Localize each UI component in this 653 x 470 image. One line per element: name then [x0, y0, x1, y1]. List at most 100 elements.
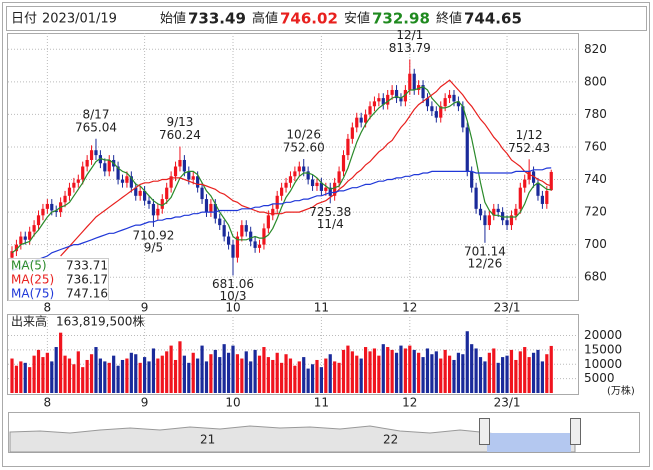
volume-bar: [23, 362, 27, 393]
volume-bar: [492, 348, 496, 393]
candle-body: [169, 176, 173, 188]
volume-bar: [103, 361, 107, 393]
volume-title: 出来高: [11, 314, 47, 329]
candle-body: [253, 241, 257, 248]
volume-bar: [456, 352, 461, 393]
candle-body: [134, 187, 138, 196]
price-panel: [7, 33, 579, 301]
volume-bar: [280, 362, 284, 393]
x-tick-label: 23/1: [494, 301, 521, 315]
volume-tick-label: 20000: [584, 328, 622, 342]
volume-bar: [501, 357, 505, 393]
x-tick-label: 9: [141, 301, 149, 315]
volume-bar: [447, 355, 452, 393]
candle-body: [94, 150, 98, 156]
navigator-handle[interactable]: [570, 418, 581, 445]
volume-bar: [346, 345, 350, 393]
candle-body: [116, 166, 120, 180]
candle-body: [231, 244, 235, 258]
x-tick-label: 11: [314, 301, 329, 315]
candle-body: [19, 236, 23, 245]
x-tick-label: 12: [402, 301, 417, 315]
candle-body: [209, 203, 213, 213]
volume-bar: [240, 358, 244, 393]
volume-bar: [288, 358, 293, 393]
volume-bar: [439, 358, 443, 393]
candle-body: [478, 208, 483, 216]
x-tick-label: 12: [402, 396, 417, 410]
y-tick-label: 740: [584, 172, 607, 186]
candle-body: [191, 176, 195, 180]
volume-bar: [253, 349, 257, 393]
volume-bar: [138, 362, 142, 393]
candle-body: [408, 73, 412, 90]
volume-bar: [134, 354, 138, 393]
volume-bar: [178, 341, 182, 393]
volume-bar: [434, 351, 438, 393]
volume-bar: [182, 355, 186, 393]
volume-bar: [399, 345, 403, 393]
volume-bar: [81, 367, 85, 393]
volume-bar: [337, 362, 341, 393]
volume-bar: [487, 352, 491, 393]
candle-body: [452, 94, 456, 102]
volume-bar: [213, 349, 217, 393]
candle-body: [257, 244, 262, 248]
volume-bar: [266, 357, 270, 393]
volume-bar: [514, 359, 518, 393]
candle-body: [103, 163, 107, 172]
candle-body: [337, 171, 341, 183]
volume-bar: [116, 365, 120, 393]
volume-bar: [50, 361, 54, 393]
volume-bar: [364, 347, 368, 393]
candle-body: [545, 190, 549, 204]
candle-body: [76, 179, 80, 183]
volume-bar: [540, 361, 544, 393]
volume-bar: [112, 355, 116, 393]
candle-body: [430, 106, 434, 112]
candle-body: [470, 171, 474, 188]
volume-bar: [496, 362, 500, 393]
volume-bar: [271, 359, 275, 393]
volume-bar: [257, 355, 262, 393]
volume-bar: [275, 352, 279, 393]
candle-body: [456, 101, 461, 107]
volume-bar: [527, 357, 531, 393]
volume-bar: [350, 351, 354, 393]
navigator-handle[interactable]: [479, 418, 490, 445]
candle-body: [364, 114, 368, 123]
candle-body: [297, 166, 301, 172]
volume-bar: [536, 349, 540, 393]
navigator-selection: [487, 433, 571, 452]
volume-bar: [319, 367, 323, 393]
candle-body: [138, 190, 142, 196]
candle-body: [72, 182, 76, 188]
candle-body: [240, 225, 244, 237]
volume-bar: [359, 358, 363, 393]
open-label: 始値: [160, 11, 186, 27]
candle-body: [204, 199, 209, 213]
candle-body: [165, 187, 169, 200]
candle-body: [531, 171, 536, 183]
volume-bar: [89, 354, 94, 393]
volume-bar: [226, 352, 231, 393]
x-tick-label: 8: [44, 396, 52, 410]
candle-body: [434, 111, 438, 118]
candle-body: [235, 236, 240, 258]
volume-bar: [381, 344, 385, 393]
candle-body: [319, 182, 323, 191]
volume-bar: [412, 349, 416, 393]
annotation-date: 9/13: [166, 115, 193, 129]
candle-body: [439, 106, 443, 118]
volume-latest: 163,819,500株: [56, 314, 144, 329]
close-value: 744.65: [464, 10, 522, 28]
volume-bar: [284, 354, 288, 393]
volume-bar: [430, 354, 434, 393]
volume-bar: [531, 352, 536, 393]
x-tick-label: 10: [225, 396, 240, 410]
high-label: 高値: [252, 11, 278, 27]
candle-body: [213, 203, 217, 219]
y-tick-label: 680: [584, 270, 607, 284]
volume-bar: [169, 345, 173, 393]
candle-body: [514, 208, 518, 216]
